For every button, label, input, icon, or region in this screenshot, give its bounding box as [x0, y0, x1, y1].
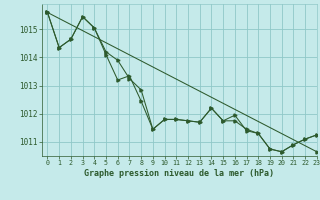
X-axis label: Graphe pression niveau de la mer (hPa): Graphe pression niveau de la mer (hPa) — [84, 169, 274, 178]
